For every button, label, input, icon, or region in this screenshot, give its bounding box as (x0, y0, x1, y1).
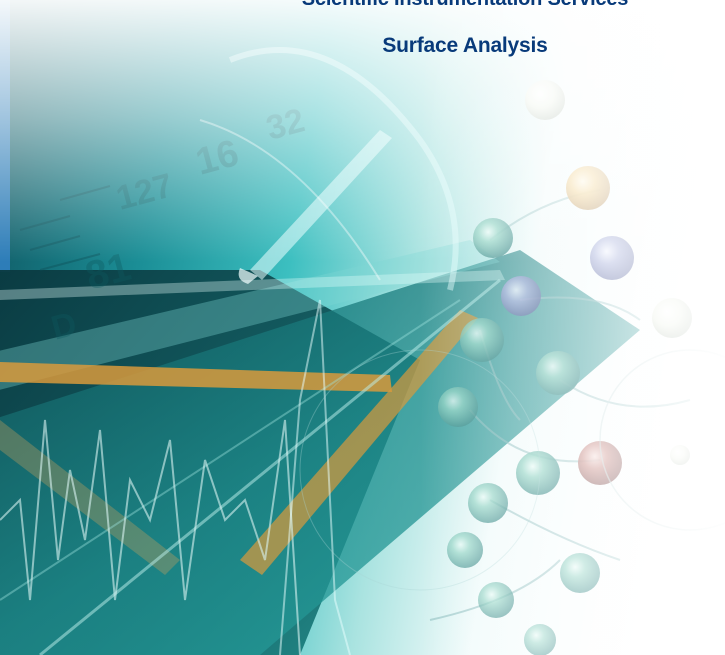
subject-title: Surface Analysis (382, 34, 548, 57)
series-title: Scientific Instrumentation Services (272, 0, 658, 11)
